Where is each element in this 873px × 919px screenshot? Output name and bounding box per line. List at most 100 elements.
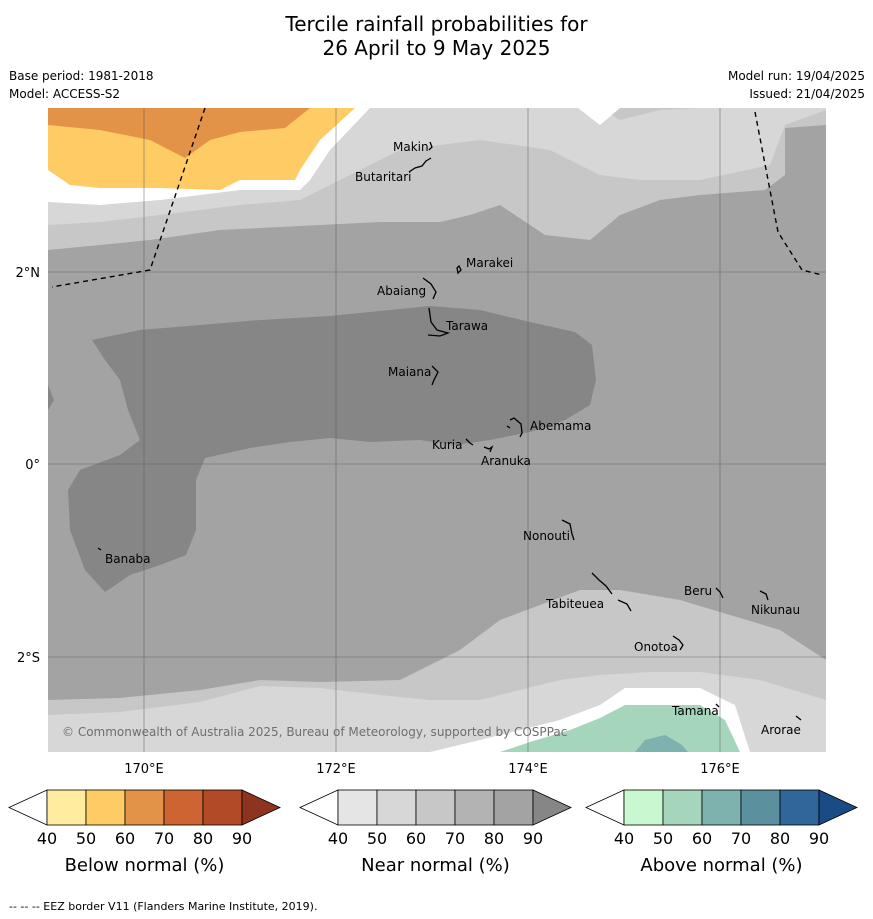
below-normal-tick-label: 90 [232,829,252,848]
below-normal-tick-label: 70 [154,829,174,848]
label-banaba: Banaba [105,552,151,566]
label-arorae: Arorae [761,723,801,737]
title-line-2: 26 April to 9 May 2025 [322,36,551,60]
above-normal-lower-extend [585,789,625,826]
above-normal-60-70 [635,735,688,752]
lon-label-170e: 170°E [124,762,164,777]
map-title: Tercile rainfall probabilities for 26 Ap… [0,12,873,60]
label-aranuka: Aranuka [481,454,531,468]
above-normal-upper-extend [818,789,858,826]
near-normal-tick-label: 70 [445,829,465,848]
above-normal-tick-label: 70 [731,829,751,848]
maiana-island [431,365,439,386]
nikunau-island [759,590,769,601]
above-normal-swatch [779,789,820,826]
tabiteuea-island [591,572,632,612]
abaiang-island [422,277,437,300]
above-normal-colorbar-title: Above normal (%) [640,855,802,876]
eez-border-west [51,107,206,288]
near-normal-swatch [376,789,417,826]
title-line-1: Tercile rainfall probabilities for [285,12,588,36]
colorbars: 40 50 60 70 80 90 Below normal (%) 40 50 60 70 80 90… [8,789,858,876]
label-nikunau: Nikunau [751,603,800,617]
below-normal-swatch [202,789,243,826]
below-normal-swatch [46,789,87,826]
below-normal-60-70 [48,108,310,158]
label-abaiang: Abaiang [377,284,426,298]
near-normal-colorbar-title: Near normal (%) [361,855,510,876]
above-normal-swatch [701,789,742,826]
below-normal-colorbar: 40 50 60 70 80 90 Below normal (%) [8,789,281,876]
beru-island [715,587,724,599]
near-normal-tick-label: 80 [484,829,504,848]
base-info: Base period: 1981-2018 Model: ACCESS-S2 [9,67,154,103]
label-butaritari: Butaritari [355,170,412,184]
label-tarawa: Tarawa [445,319,488,333]
lon-label-176e: 176°E [700,762,740,777]
label-nonouti: Nonouti [523,529,570,543]
near-normal-swatch [337,789,378,826]
arorae-island [795,715,802,721]
run-info: Model run: 19/04/2025 Issued: 21/04/2025 [728,67,865,103]
issued-date: Issued: 21/04/2025 [749,87,865,101]
near-normal-swatch [415,789,456,826]
abemama-island [506,417,523,438]
nonouti-island [561,519,575,541]
below-normal-swatch [163,789,204,826]
makin-island [428,141,433,151]
lat-label-2n: 2°N [16,266,41,281]
near-normal-60-70-core [68,306,596,592]
near-normal-upper-extend [532,789,572,826]
model-run: Model run: 19/04/2025 [727,69,865,83]
above-normal-tick-label: 80 [770,829,790,848]
probability-contours [48,108,826,752]
above-normal-tick-label: 40 [614,829,634,848]
lat-label-0: 0° [25,458,40,473]
near-normal-tick-label: 90 [523,829,543,848]
near-normal-tick-label: 50 [367,829,387,848]
lat-label-2s: 2°S [17,651,40,666]
near-normal-swatch [454,789,495,826]
above-normal-swatch [662,789,703,826]
below-normal-tick-label: 60 [115,829,135,848]
lon-label-172e: 172°E [316,762,356,777]
label-beru: Beru [684,584,712,598]
tamana-island [715,703,720,708]
eez-footnote: -- -- -- EEZ border V11 (Flanders Marine… [9,900,318,913]
below-normal-swatch [124,789,165,826]
axis-labels: 170°E 172°E 174°E 176°E 2°N 0° 2°S [16,266,740,777]
label-maiana: Maiana [388,365,431,379]
aranuka-island [483,445,494,453]
below-normal-tick-label: 50 [76,829,96,848]
label-marakei: Marakei [466,256,513,270]
tarawa-island [427,307,451,337]
islands [97,141,802,721]
label-kuria: Kuria [432,438,463,452]
label-tamana: Tamana [671,704,719,718]
butaritari-island [408,157,432,173]
label-abemama: Abemama [530,419,591,433]
below-normal-lower-extend [8,789,48,826]
above-normal-tick-label: 60 [692,829,712,848]
graticule [48,108,826,752]
below-normal-tick-label: 40 [37,829,57,848]
near-normal-colorbar: 40 50 60 70 80 90 Near normal (%) [299,789,572,876]
eez-borders [51,107,823,288]
above-normal-swatch [740,789,781,826]
below-normal-colorbar-title: Below normal (%) [65,855,225,876]
above-normal-50-60 [500,705,740,752]
lon-label-174e: 174°E [508,762,548,777]
no-dominant-small [578,108,620,125]
base-period: Base period: 1981-2018 [9,69,154,83]
banaba-island [97,547,102,551]
marakei-island [456,264,462,275]
above-normal-colorbar: 40 50 60 70 80 90 Above normal (%) [585,789,858,876]
model-name: Model: ACCESS-S2 [9,87,121,101]
kuria-island [465,438,474,446]
label-tabiteuea: Tabiteuea [545,597,604,611]
near-normal-tick-label: 40 [328,829,348,848]
label-onotoa: Onotoa [634,640,678,654]
onotoa-island [672,635,684,651]
below-normal-swatch [85,789,126,826]
